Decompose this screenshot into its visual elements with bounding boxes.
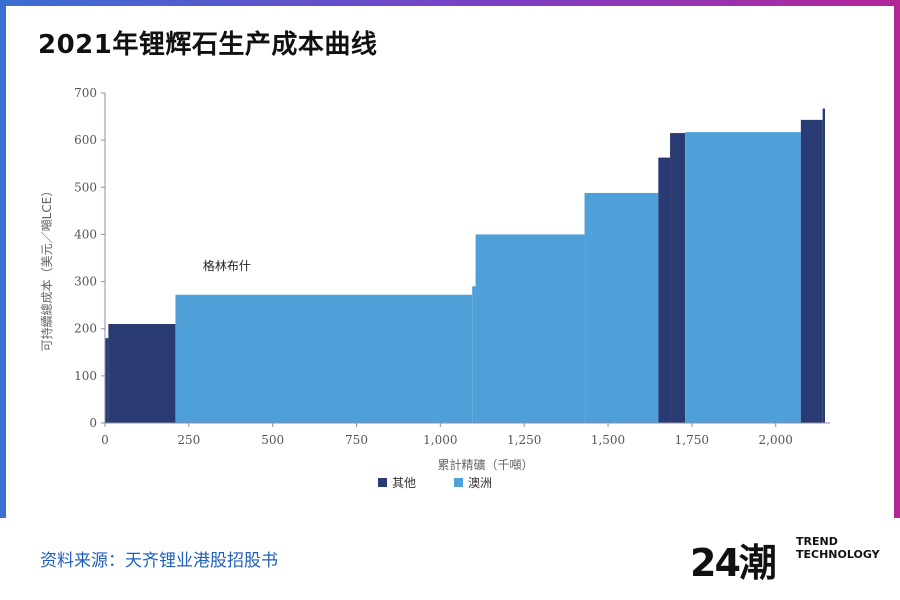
chart-title: 2021年锂辉石生产成本曲线 xyxy=(38,30,378,60)
chart-card: 2021年锂辉石生产成本曲线 0 100 200 300 400 500 600 700 0 25… xyxy=(6,6,894,518)
cost-bar-10 xyxy=(822,108,825,424)
y-tick-label-2: 200 xyxy=(74,322,97,336)
y-tick-label-5: 500 xyxy=(74,180,97,194)
x-tick-label-6: 1,500 xyxy=(591,433,625,447)
y-axis-title: 可持續總成本（美元／噸LCE） xyxy=(39,185,54,352)
y-tick-label-7: 700 xyxy=(74,86,97,100)
cost-bar-8 xyxy=(685,132,801,423)
cost-bar-3 xyxy=(472,286,476,423)
annotation-0: 格林布什 xyxy=(203,258,251,273)
brand-logo-line2: TECHNOLOGY xyxy=(796,548,880,561)
y-tick-label-4: 400 xyxy=(74,227,97,241)
brand-logo-text: TREND TECHNOLOGY xyxy=(796,535,880,561)
cost-curve-chart: 0 100 200 300 400 500 600 700 0 250 500 750 1,000 1,2… xyxy=(39,86,830,490)
brand-logo: 24潮 xyxy=(690,541,777,585)
cost-bar-7 xyxy=(670,133,686,424)
y-tick-label-6: 600 xyxy=(74,133,97,147)
x-tick-label-0: 0 xyxy=(101,433,109,447)
x-axis-title: 累計精礦（千噸） xyxy=(437,457,533,472)
legend-label-1: 澳洲 xyxy=(468,476,492,490)
x-tick-label-1: 250 xyxy=(177,433,200,447)
source-note: 资料来源：天齐锂业港股招股书 xyxy=(40,551,278,571)
footer: 资料来源：天齐锂业港股招股书 24潮 TREND TECHNOLOGY xyxy=(0,518,900,600)
x-tick-label-8: 2,000 xyxy=(759,433,793,447)
cost-bar-0 xyxy=(105,338,109,423)
y-tick-label-1: 100 xyxy=(74,369,97,383)
x-tick-label-3: 750 xyxy=(345,433,368,447)
cost-bar-6 xyxy=(658,157,671,424)
legend-label-0: 其他 xyxy=(392,476,416,490)
x-tick-label-5: 1,250 xyxy=(507,433,541,447)
brand-logo-line1: TREND xyxy=(796,535,838,548)
cost-bar-5 xyxy=(584,192,659,423)
cost-bar-2 xyxy=(175,294,473,423)
x-tick-label-2: 500 xyxy=(261,433,284,447)
cost-bar-9 xyxy=(800,119,823,423)
legend-swatch-0 xyxy=(378,478,387,487)
x-tick-label-4: 1,000 xyxy=(423,433,457,447)
x-tick-label-7: 1,750 xyxy=(675,433,709,447)
cost-bar-4 xyxy=(475,234,585,423)
y-tick-label-0: 0 xyxy=(89,416,97,430)
cost-bar-1 xyxy=(108,324,176,423)
legend-swatch-1 xyxy=(454,478,463,487)
y-tick-label-3: 300 xyxy=(74,275,97,289)
